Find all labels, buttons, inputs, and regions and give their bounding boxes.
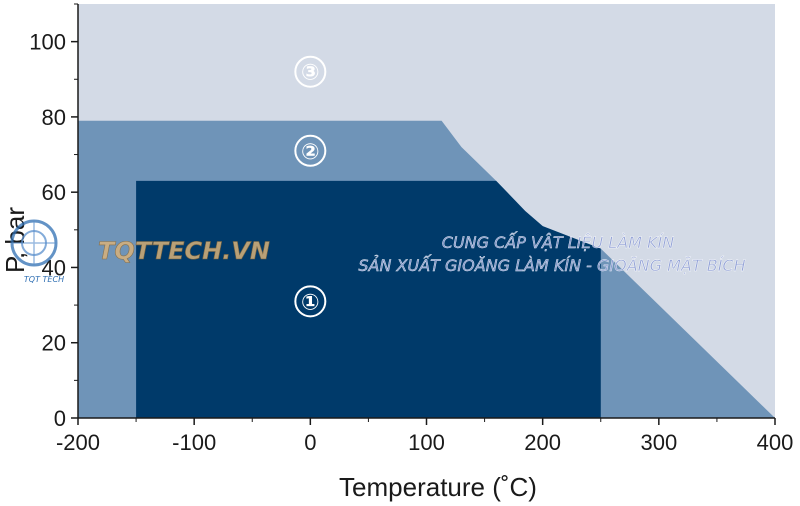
watermark-logo-text: TQT TECH — [24, 275, 64, 284]
y-tick-label: 80 — [42, 105, 66, 130]
zone-label-ring — [294, 134, 327, 167]
watermark-logo: TQT TECH — [10, 219, 64, 284]
y-tick-label: 100 — [29, 30, 66, 55]
x-tick-label: -200 — [56, 430, 100, 455]
zone-labels: ③ ② ① — [294, 55, 327, 318]
y-ticks: 0 20 40 60 80 100 — [29, 3, 78, 431]
y-tick-label: 60 — [42, 180, 66, 205]
x-tick-label: 200 — [524, 430, 561, 455]
x-ticks: -200 -100 0 100 200 300 400 — [56, 418, 793, 455]
x-tick-label: 100 — [408, 430, 445, 455]
x-tick-label: 0 — [304, 430, 316, 455]
y-tick-label: 0 — [54, 406, 66, 431]
zone-label-1: ③ — [301, 61, 320, 86]
y-tick-label: 40 — [42, 255, 66, 280]
x-tick-label: 300 — [640, 430, 677, 455]
zone-label-3: ① — [301, 290, 320, 315]
region-3 — [136, 180, 601, 418]
x-tick-label: -100 — [172, 430, 216, 455]
watermark-line-2: SẢN XUẤT GIOĂNG LÀM KÍN - GIOĂNG MẶT BÍC… — [358, 254, 745, 275]
pressure-temperature-regions — [78, 4, 775, 418]
x-tick-label: 400 — [757, 430, 794, 455]
zone-label-ring — [294, 55, 327, 88]
zone-label-ring — [294, 285, 327, 318]
watermark-line-1: CUNG CẤP VẬT LIỆU LÀM KÍN — [442, 231, 674, 252]
watermark-brand: TQTTECH.VN — [98, 237, 270, 265]
zone-label-2: ② — [301, 140, 320, 165]
y-tick-label: 20 — [42, 331, 66, 356]
watermark: TQT TECH TQTTECH.VN CUNG CẤP VẬT LIỆU LÀ… — [10, 219, 746, 284]
x-axis-title: Temperature (˚C) — [339, 472, 537, 502]
